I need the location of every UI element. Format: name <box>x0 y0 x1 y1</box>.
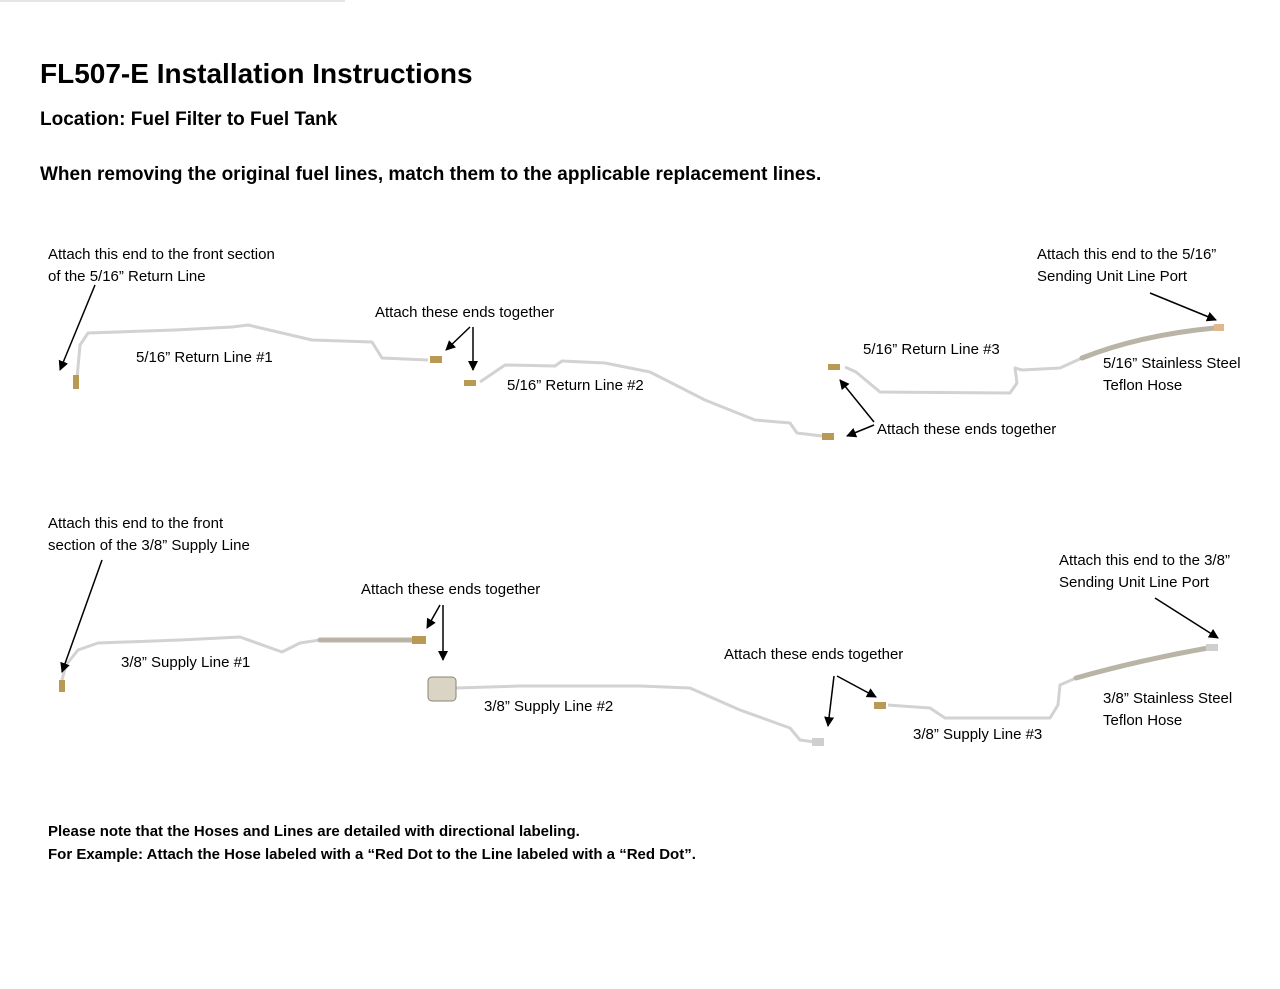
supply-line-2 <box>455 684 816 744</box>
footer-line: For Example: Attach the Hose labeled wit… <box>48 846 696 863</box>
return-line-2 <box>479 359 823 438</box>
return-teflon-hose <box>1079 325 1218 361</box>
note-line: Sending Unit Line Port <box>1037 268 1188 285</box>
arrow <box>839 379 875 423</box>
note-line: 5/16” Stainless Steel <box>1103 355 1241 372</box>
arrow <box>445 326 471 351</box>
arrow <box>426 604 441 629</box>
supply-line-1-label: 3/8” Supply Line #1 <box>121 654 251 671</box>
supply-join-2-label: Attach these ends together <box>724 646 904 663</box>
location-subtitle: Location: Fuel Filter to Fuel Tank <box>40 109 338 130</box>
page-title: FL507-E Installation Instructions <box>40 58 473 89</box>
note-line: Attach this end to the front section <box>48 246 275 263</box>
return-join-2-label: Attach these ends together <box>877 421 1057 438</box>
fitting <box>822 433 834 440</box>
note-line: section of the 3/8” Supply Line <box>48 537 250 554</box>
supply-line-3-label: 3/8” Supply Line #3 <box>913 726 1043 743</box>
fitting <box>1206 644 1218 651</box>
footer-line: Please note that the Hoses and Lines are… <box>48 823 580 840</box>
fitting <box>812 738 824 746</box>
return-hose-label: 5/16” Stainless Steel Teflon Hose <box>1103 353 1241 397</box>
arrow <box>836 675 877 698</box>
note-line: Sending Unit Line Port <box>1059 574 1210 591</box>
note-line: 3/8” Stainless Steel <box>1103 690 1233 707</box>
fuel-filter <box>427 676 457 702</box>
return-line-2-label: 5/16” Return Line #2 <box>507 377 644 394</box>
supply-join-1-label: Attach these ends together <box>361 581 541 598</box>
arrow <box>60 559 103 673</box>
fitting <box>1214 324 1224 331</box>
return-join-1-label: Attach these ends together <box>375 304 555 321</box>
fitting <box>412 636 426 644</box>
arrow <box>846 424 875 438</box>
arrow <box>1154 597 1219 639</box>
arrow <box>824 675 835 727</box>
note-line: Attach this end to the front <box>48 515 224 532</box>
supply-line-2-label: 3/8” Supply Line #2 <box>484 698 614 715</box>
note-line: Attach this end to the 3/8” <box>1059 552 1230 569</box>
note-line: Teflon Hose <box>1103 377 1183 394</box>
note-line: of the 5/16” Return Line <box>48 268 206 285</box>
fitting <box>874 702 886 709</box>
supply-hose-label: 3/8” Stainless Steel Teflon Hose <box>1103 688 1232 732</box>
top-rule <box>0 0 345 2</box>
note-line: Attach this end to the 5/16” <box>1037 246 1217 263</box>
return-line-1 <box>75 323 429 379</box>
return-front-note: Attach this end to the front section of … <box>48 244 275 288</box>
fitting <box>464 380 476 386</box>
supply-tank-note: Attach this end to the 3/8” Sending Unit… <box>1059 550 1230 594</box>
return-line-3 <box>844 356 1083 395</box>
fitting <box>828 364 840 370</box>
supply-front-note: Attach this end to the front section of … <box>48 513 250 557</box>
arrow <box>58 284 96 371</box>
note-line: Teflon Hose <box>1103 712 1183 729</box>
footer-note: Please note that the Hoses and Lines are… <box>48 820 696 866</box>
return-line-3-label: 5/16” Return Line #3 <box>863 341 1000 358</box>
fitting <box>430 356 442 363</box>
supply-line-1 <box>60 635 321 681</box>
supply-teflon-hose <box>1073 645 1211 681</box>
fitting <box>59 680 65 692</box>
intro-instruction: When removing the original fuel lines, m… <box>40 164 822 185</box>
arrow <box>1149 292 1217 322</box>
return-tank-note: Attach this end to the 5/16” Sending Uni… <box>1037 244 1216 288</box>
fitting <box>73 375 79 389</box>
supply-line-3 <box>887 676 1077 720</box>
return-line-1-label: 5/16” Return Line #1 <box>136 349 273 366</box>
